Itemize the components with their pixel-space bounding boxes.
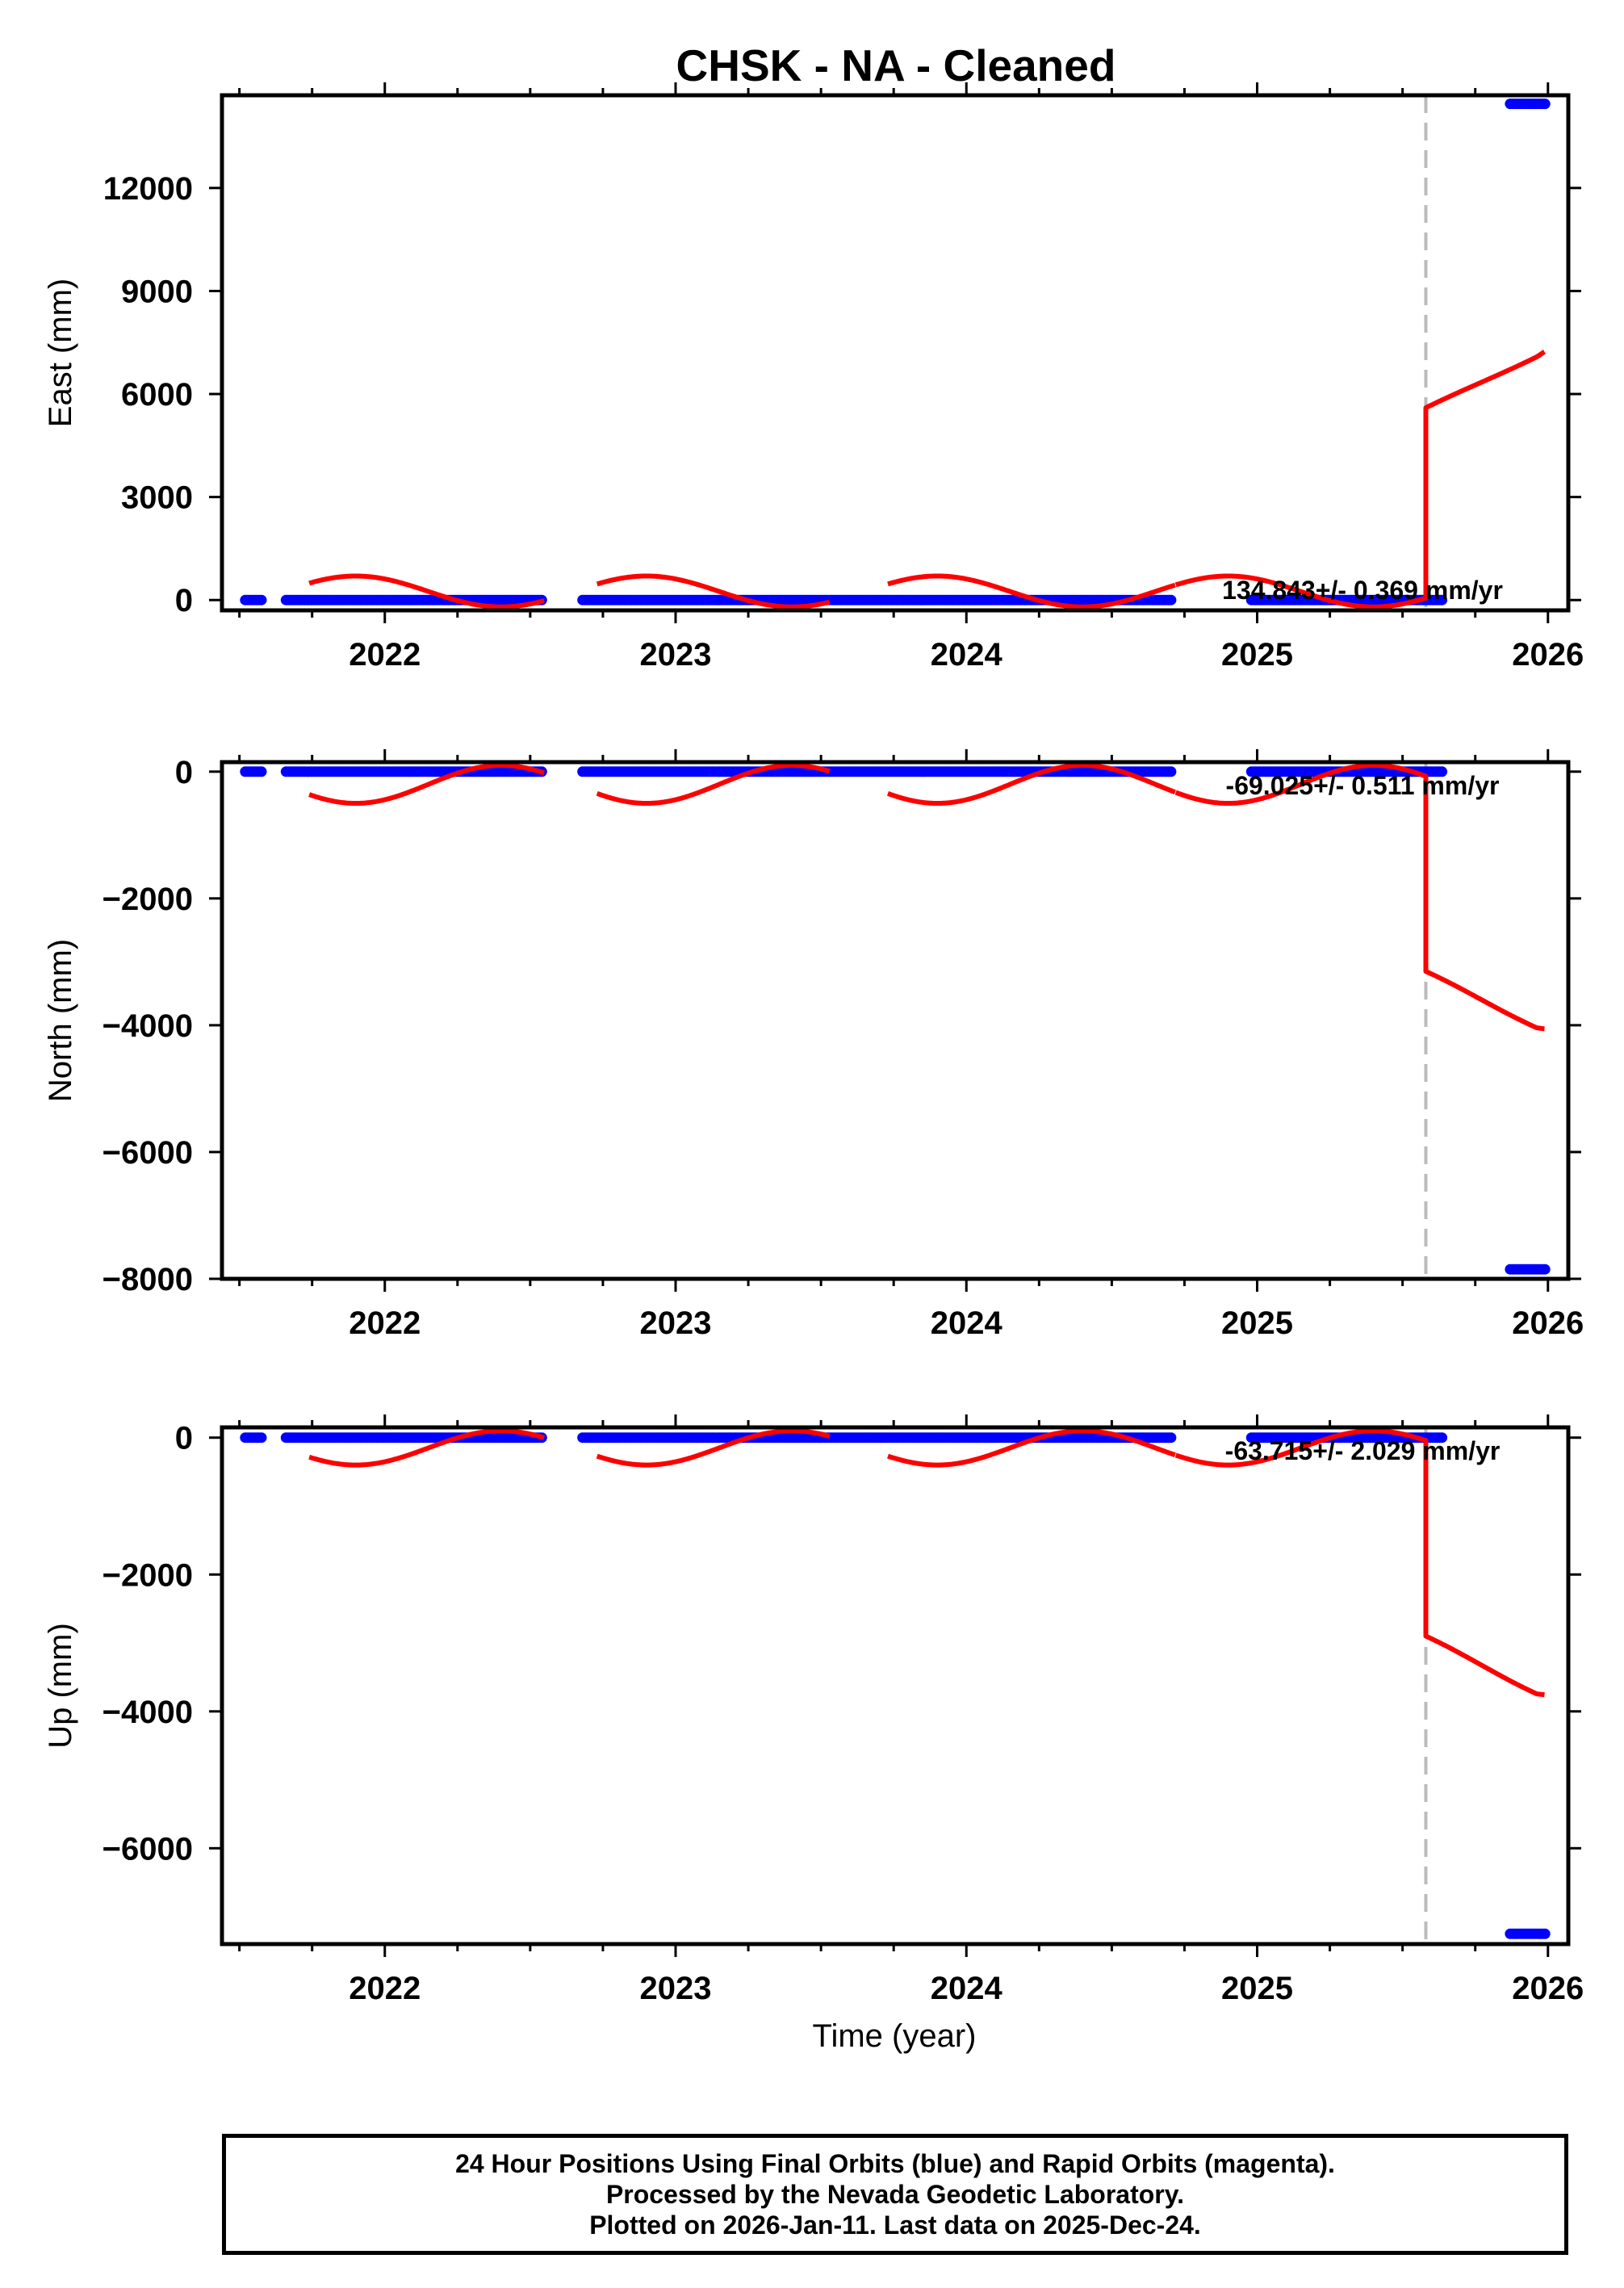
x-tick-label: 2025 [1221,637,1293,673]
x-tick-label: 2026 [1512,1971,1584,2006]
y-tick-label: −6000 [103,1135,193,1171]
model-segment [886,762,1177,806]
x-tick-label: 2025 [1221,1971,1293,2006]
model-segment [308,762,546,806]
footer-line-orbits: 24 Hour Positions Using Final Orbits (bl… [455,2149,1335,2178]
data-point [1539,98,1551,110]
velocity-label: 134.843+/- 0.369 mm/yr [1222,576,1503,605]
x-tick-label: 2022 [349,1305,421,1341]
y-axis-label: Up (mm) [43,1623,78,1749]
y-tick-label: 12000 [103,171,193,207]
footer-box: 24 Hour Positions Using Final Orbits (bl… [222,2134,1568,2255]
footer-line-plotted: Plotted on 2026-Jan-11. Last data on 202… [589,2210,1201,2240]
chart-title: CHSK - NA - Cleaned [676,40,1116,90]
velocity-label: -69.025+/- 0.511 mm/yr [1226,771,1500,800]
model-fit [308,350,1547,610]
x-axis-label: Time (year) [813,2018,977,2054]
data-point [1539,1263,1551,1275]
plot-area [240,1427,1551,1944]
x-tick-label: 2024 [931,1971,1003,2006]
model-segment [308,1428,546,1468]
model-segment [308,573,546,610]
data-point [1166,1432,1177,1444]
y-tick-label: −8000 [103,1262,193,1297]
model-segment-offset [1174,1428,1546,1698]
final-orbit-points [240,98,1551,606]
model-segment [596,573,831,610]
data-point [256,766,267,777]
data-point [1539,1928,1551,1939]
model-segment-offset [1174,762,1546,1032]
final-orbit-points [240,766,1551,1275]
panel-east: 2022 2023 2024 2025 2026 0 3000 6000 9000 12000 Ea… [43,82,1584,673]
y-tick-label: 9000 [121,274,193,309]
y-axis-label: North (mm) [43,939,78,1102]
x-tick-label: 2025 [1221,1305,1293,1341]
axes-frame [220,1425,1571,1946]
x-tick-label: 2022 [349,1971,421,2006]
y-tick-label: −6000 [103,1831,193,1867]
x-tick-label: 2023 [640,637,712,673]
footer-line-processed: Processed by the Nevada Geodetic Laborat… [605,2180,1185,2209]
y-tick-label: 6000 [121,377,193,413]
plot-area [240,762,1551,1279]
y-axis-label: East (mm) [43,279,78,427]
x-tick-label: 2023 [640,1971,712,2006]
y-tick-label: 0 [175,755,193,790]
y-tick-label: −2000 [103,1557,193,1593]
y-tick-label: −4000 [103,1695,193,1730]
y-tick-label: 3000 [121,480,193,516]
data-point [1437,766,1448,777]
x-tick-label: 2022 [349,637,421,673]
x-tick-label: 2026 [1512,637,1584,673]
model-segment [596,1428,831,1468]
model-fit [308,762,1546,1032]
axes-frame [220,760,1571,1281]
y-tick-label: 0 [175,583,193,618]
model-segment [886,1428,1177,1468]
y-tick-label: −2000 [103,882,193,917]
axes-frame [220,93,1571,613]
model-fit [308,1428,1546,1698]
model-segment [886,573,1177,610]
x-tick-label: 2024 [931,637,1003,673]
model-segment-offset [1174,350,1547,610]
final-orbit-points [240,1432,1551,1939]
data-point [1166,766,1177,777]
x-tick-label: 2024 [931,1305,1003,1341]
velocity-label: -63.715+/- 2.029 mm/yr [1225,1436,1501,1465]
x-tick-label: 2026 [1512,1305,1584,1341]
plot-area [240,95,1551,610]
data-point [256,1432,267,1444]
y-tick-label: −4000 [103,1008,193,1044]
data-point [256,594,267,606]
data-point [1437,594,1448,606]
panel-north: 2022 2023 2024 2025 2026 0 −2000 −4000 −6000 −800… [43,749,1584,1341]
panel-up: 2022 2023 2024 2025 2026 0 −2000 −4000 −6000 Up (… [43,1414,1584,2006]
data-point [1166,594,1177,606]
data-point [1437,1432,1448,1444]
x-tick-label: 2023 [640,1305,712,1341]
y-tick-label: 0 [175,1421,193,1456]
model-segment [596,762,831,806]
